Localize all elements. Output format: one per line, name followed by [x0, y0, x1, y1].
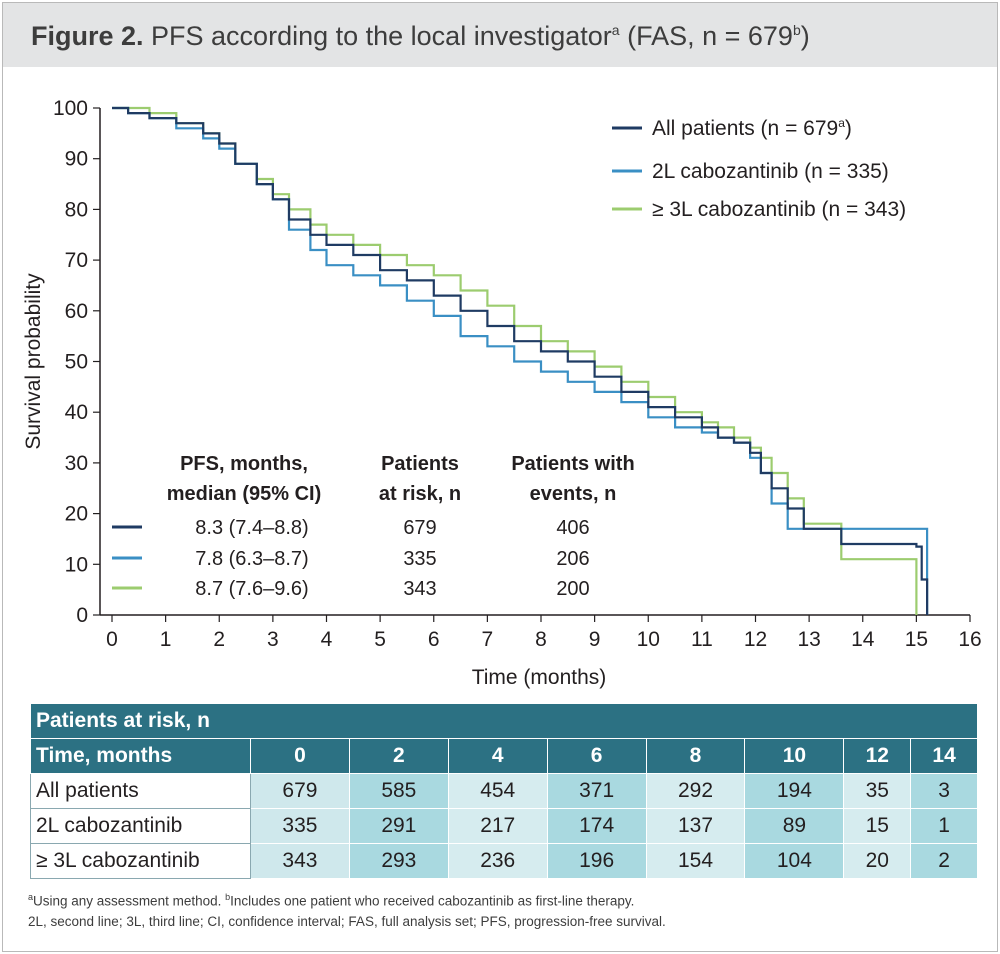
stats-events: 406 [556, 517, 589, 539]
risk-table-time-8: 8 [645, 738, 746, 774]
risk-table-cell: 343 [250, 843, 350, 879]
risk-table-time-label: Time, months [30, 738, 251, 774]
risk-table-cell: 89 [744, 808, 845, 844]
x-tick-label: 11 [691, 628, 713, 651]
risk-table-time-6: 6 [546, 738, 647, 774]
risk-table-cell: 137 [645, 808, 746, 844]
x-tick-label: 0 [106, 628, 118, 651]
x-tick-label: 10 [637, 628, 660, 651]
y-tick-label: 60 [65, 300, 88, 323]
stats-header: median (95% CI) [167, 483, 321, 505]
risk-table-row: All patients 679 585 454 371 292 194 35 3 [30, 773, 978, 809]
risk-table-cell: 335 [250, 808, 350, 844]
risk-table-cell: 3 [910, 773, 978, 809]
stats-events: 206 [556, 548, 589, 570]
risk-table-cell: 20 [843, 843, 912, 879]
risk-table-cell: 585 [348, 773, 449, 809]
y-tick-label: 90 [65, 148, 88, 171]
risk-table-cell: 371 [546, 773, 647, 809]
stats-header: Patients [381, 453, 459, 475]
risk-table-row: ≥ 3L cabozantinib 343 293 236 196 154 104 20 2 [30, 843, 978, 879]
y-tick-label: 10 [65, 553, 88, 576]
risk-table-row-label: 2L cabozantinib [30, 808, 251, 844]
risk-table-title-row: Patients at risk, n [30, 703, 978, 739]
risk-table-time-10: 10 [744, 738, 845, 774]
risk-table-row-label: ≥ 3L cabozantinib [30, 843, 251, 879]
risk-table-cell: 2 [910, 843, 978, 879]
risk-table-row-label: All patients [30, 773, 251, 809]
legend-label: ≥ 3L cabozantinib (n = 343) [652, 198, 906, 221]
risk-table-cell: 217 [447, 808, 548, 844]
risk-table-time-12: 12 [843, 738, 912, 774]
legend-label: 2L cabozantinib (n = 335) [652, 160, 889, 183]
risk-table-row: 2L cabozantinib 335 291 217 174 137 89 15 1 [30, 808, 978, 844]
x-tick-label: 16 [958, 628, 981, 651]
y-axis-label: Survival probability [22, 273, 45, 450]
y-tick-label: 20 [65, 503, 88, 526]
stats-header: events, n [530, 483, 617, 505]
km-chart: 0 1 2 3 4 5 6 7 8 9 10 11 12 13 14 15 160102030405060708… [22, 97, 982, 689]
risk-table-header-row: Time, months 0 2 4 6 8 10 12 14 [30, 738, 978, 774]
x-tick-label: 3 [267, 628, 279, 651]
x-tick-label: 2 [213, 628, 225, 651]
stats-at-risk: 343 [403, 578, 436, 600]
x-tick-label: 15 [905, 628, 928, 651]
risk-table-cell: 196 [546, 843, 647, 879]
x-axis-label: Time (months) [472, 666, 607, 689]
stats-median: 7.8 (6.3–8.7) [195, 548, 308, 570]
stats-header: PFS, months, [180, 453, 308, 475]
x-tick-label: 5 [374, 628, 386, 651]
y-tick-label: 0 [76, 604, 88, 627]
risk-table-cell: 194 [744, 773, 845, 809]
y-tick-label: 40 [65, 401, 88, 424]
risk-table-title: Patients at risk, n [30, 703, 978, 739]
y-tick-label: 50 [65, 351, 88, 374]
legend-label: All patients (n = 679a) [652, 116, 852, 140]
risk-table-cell: 35 [843, 773, 912, 809]
x-tick-label: 13 [797, 628, 820, 651]
y-tick-label: 80 [65, 198, 88, 221]
y-tick-label: 100 [53, 97, 88, 120]
footnote-1: aUsing any assessment method. bIncludes … [28, 892, 635, 909]
risk-table-cell: 174 [546, 808, 647, 844]
risk-table-time-0: 0 [250, 738, 350, 774]
risk-table-cell: 1 [910, 808, 978, 844]
risk-table-time-2: 2 [348, 738, 449, 774]
stats-median: 8.3 (7.4–8.8) [195, 517, 308, 539]
figure-title: Figure 2. PFS according to the local inv… [31, 21, 810, 51]
risk-table-cell: 154 [645, 843, 746, 879]
risk-table-time-4: 4 [447, 738, 548, 774]
x-tick-label: 12 [744, 628, 767, 651]
x-tick-label: 14 [851, 628, 875, 651]
y-tick-label: 70 [65, 249, 88, 272]
risk-table-cell: 293 [348, 843, 449, 879]
stats-header: Patients with [511, 453, 634, 475]
x-tick-label: 9 [589, 628, 601, 651]
risk-table-cell: 291 [348, 808, 449, 844]
y-tick-label: 30 [65, 452, 88, 475]
x-tick-label: 1 [160, 628, 172, 651]
risk-table-cell: 454 [447, 773, 548, 809]
risk-table-cell: 236 [447, 843, 548, 879]
stats-at-risk: 679 [403, 517, 436, 539]
stats-at-risk: 335 [403, 548, 436, 570]
stats-events: 200 [556, 578, 589, 600]
x-tick-label: 4 [321, 628, 333, 651]
stats-median: 8.7 (7.6–9.6) [195, 578, 308, 600]
x-tick-label: 6 [428, 628, 440, 651]
title-bar: Figure 2. PFS according to the local inv… [3, 3, 997, 67]
stats-header: at risk, n [379, 483, 461, 505]
series-line-0 [112, 106, 929, 615]
footnote-2: 2L, second line; 3L, third line; CI, con… [28, 914, 666, 929]
risk-table-cell: 292 [645, 773, 746, 809]
risk-table-time-14: 14 [910, 738, 978, 774]
risk-table-cell: 15 [843, 808, 912, 844]
x-tick-label: 8 [535, 628, 547, 651]
risk-table-cell: 104 [744, 843, 845, 879]
risk-table-cell: 679 [250, 773, 350, 809]
x-tick-label: 7 [482, 628, 494, 651]
risk-table: Patients at risk, n Time, months 0 2 4 6 8 10… [30, 703, 978, 879]
